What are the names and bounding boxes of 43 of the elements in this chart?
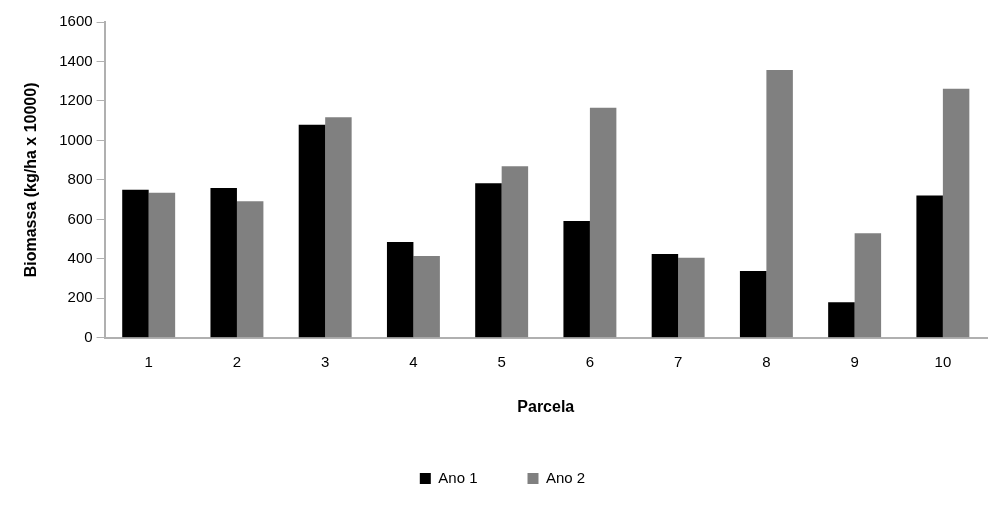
bar — [854, 233, 882, 338]
x-tick-label: 5 — [497, 352, 506, 370]
bar — [475, 183, 502, 338]
bar — [916, 195, 943, 338]
x-axis-title: Parcela — [517, 397, 575, 415]
legend-label: Ano 1 — [438, 468, 478, 486]
bar — [563, 220, 590, 338]
x-tick-label: 3 — [321, 352, 330, 370]
x-tick-label: 1 — [144, 352, 153, 370]
y-tick-label: 800 — [67, 170, 93, 188]
y-tick-label: 0 — [84, 327, 93, 345]
y-tick-label: 1400 — [59, 51, 93, 69]
y-tick-label: 1200 — [59, 91, 93, 109]
bar — [148, 192, 176, 338]
bar — [386, 241, 414, 338]
bar — [413, 255, 440, 338]
bar — [589, 107, 617, 338]
bar — [236, 201, 264, 338]
bar — [210, 187, 237, 338]
legend-label: Ano 2 — [546, 468, 586, 486]
bar — [739, 271, 767, 338]
y-tick-label: 600 — [67, 209, 93, 227]
bar — [766, 69, 793, 338]
x-tick-label: 2 — [232, 352, 242, 370]
bar — [651, 254, 679, 338]
y-axis-title: Biomassa (kg/ha x 10000) — [22, 82, 40, 278]
y-tick-label: 1000 — [59, 130, 93, 148]
y-tick-label: 200 — [67, 288, 93, 306]
bar — [122, 189, 149, 338]
x-tick-label: 7 — [673, 352, 683, 370]
x-tick-label: 6 — [585, 352, 595, 370]
bar — [298, 124, 326, 338]
y-tick-label: 1600 — [59, 12, 93, 30]
bar — [942, 88, 970, 338]
x-tick-label: 8 — [762, 352, 771, 370]
bar — [678, 257, 705, 338]
y-tick-label: 400 — [67, 248, 93, 266]
x-tick-label: 4 — [409, 352, 418, 370]
x-tick-label: 9 — [850, 352, 859, 370]
bar — [501, 166, 529, 338]
x-tick-label: 10 — [934, 352, 952, 370]
bar — [828, 302, 855, 338]
bar — [325, 117, 352, 338]
